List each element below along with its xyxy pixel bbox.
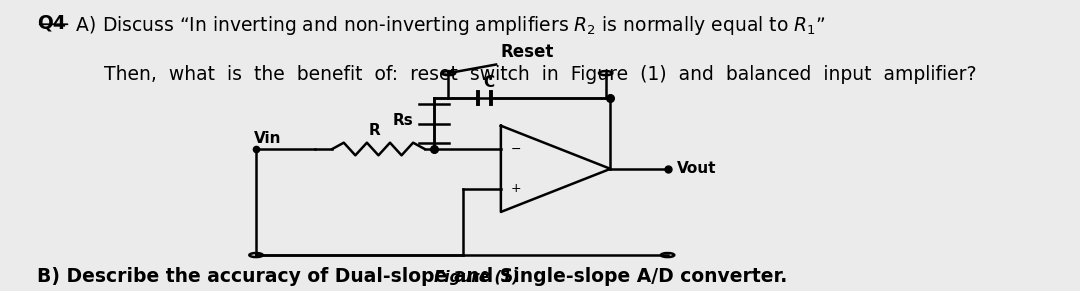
Text: Then,  what  is  the  benefit  of:  reset  switch  in  Figure  (1)  and  balance: Then, what is the benefit of: reset swit…	[104, 65, 976, 84]
Text: Reset: Reset	[500, 42, 554, 61]
Text: B) Describe the accuracy of Dual-slope and Single-slope A/D converter.: B) Describe the accuracy of Dual-slope a…	[37, 267, 787, 285]
Text: R: R	[368, 123, 380, 138]
Text: Q4: Q4	[37, 14, 66, 33]
Text: A) Discuss “In inverting and non-inverting amplifiers $R_2$ is normally equal to: A) Discuss “In inverting and non-inverti…	[70, 14, 826, 37]
Text: C: C	[483, 75, 494, 90]
Text: Vin: Vin	[254, 131, 282, 146]
Text: Rs: Rs	[392, 113, 414, 128]
Text: Vout: Vout	[677, 161, 717, 176]
Text: +: +	[511, 182, 521, 195]
Text: Figure (1): Figure (1)	[434, 270, 519, 285]
Text: −: −	[511, 143, 521, 155]
